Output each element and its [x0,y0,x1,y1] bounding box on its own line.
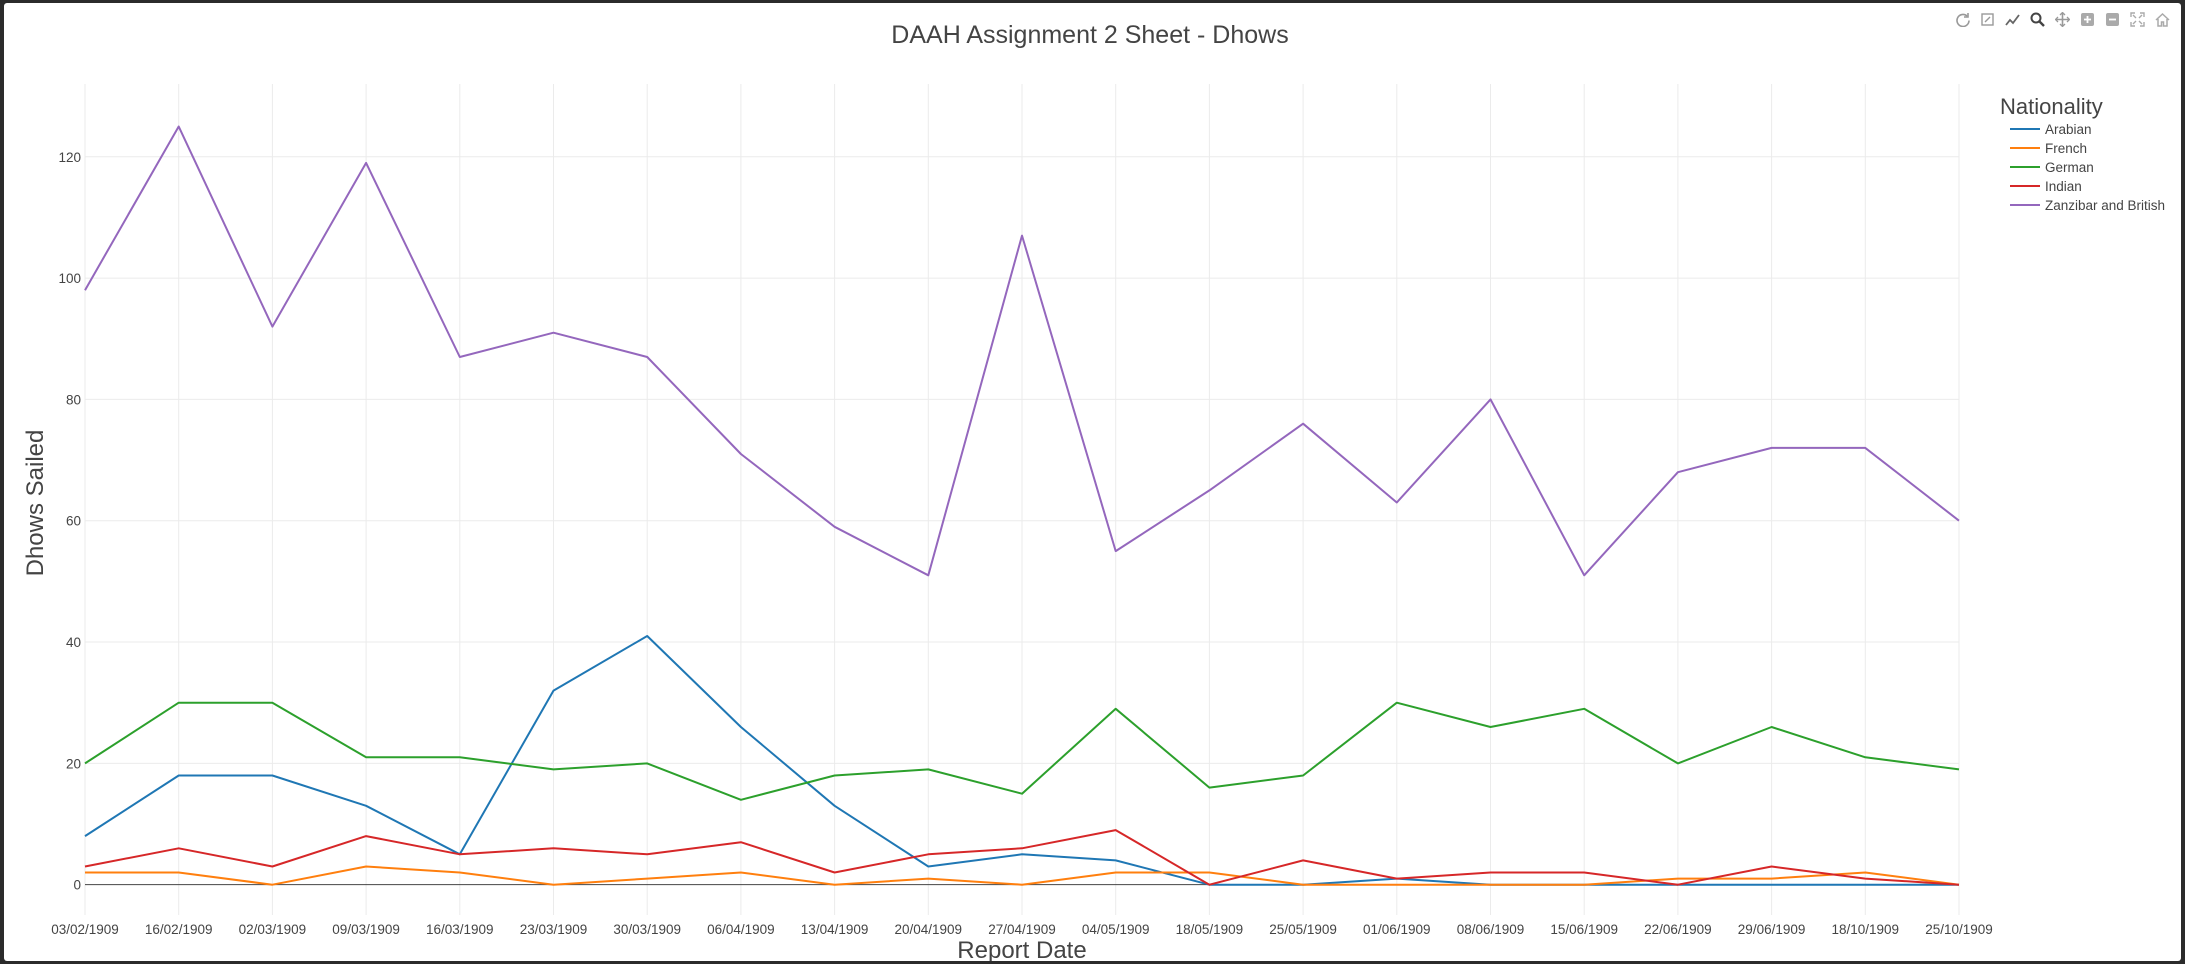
y-axis-title: Dhows Sailed [22,430,49,577]
x-tick-label: 16/02/1909 [145,922,213,937]
x-tick-label: 09/03/1909 [332,922,400,937]
x-tick-label: 03/02/1909 [51,922,119,937]
line-chart: 0 20 40 60 80 100 120 03/02/1909 16/02/1909 02/0… [22,21,2165,961]
y-tick-label: 0 [73,878,81,893]
x-tick-label: 08/06/1909 [1457,922,1525,937]
legend-label: Arabian [2045,122,2092,137]
series-line-indian[interactable] [84,829,1960,886]
legend-title: Nationality [2000,94,2103,119]
grid-lines [84,84,1960,915]
y-tick-label: 60 [66,514,81,529]
legend-item-german[interactable]: German [2010,160,2094,175]
pan-icon[interactable] [2052,10,2073,28]
x-tick-label: 13/04/1909 [801,922,869,937]
legend-item-zanzibar-and-british[interactable]: Zanzibar and British [2010,198,2165,213]
x-tick-label: 18/10/1909 [1832,922,1900,937]
chart-container: 0 20 40 60 80 100 120 03/02/1909 16/02/1909 02/0… [4,3,2181,961]
x-tick-label: 01/06/1909 [1363,922,1431,937]
legend-label: Indian [2045,179,2082,194]
y-tick-label: 20 [66,756,81,771]
chart-title: DAAH Assignment 2 Sheet - Dhows [891,21,1288,49]
legend-item-arabian[interactable]: Arabian [2010,122,2092,137]
x-tick-label: 02/03/1909 [239,922,307,937]
x-tick-label: 16/03/1909 [426,922,494,937]
zoom-icon[interactable] [2027,10,2048,28]
zoom-out-icon[interactable] [2102,10,2123,28]
x-tick-label: 25/10/1909 [1925,922,1993,937]
reset-axes-icon[interactable] [1952,10,1973,28]
legend-label: French [2045,141,2087,156]
legend-item-french[interactable]: French [2010,141,2087,156]
series-line-german[interactable] [84,701,1960,801]
x-tick-label: 20/04/1909 [895,922,963,937]
x-tick-label: 23/03/1909 [520,922,588,937]
x-tick-label: 25/05/1909 [1269,922,1337,937]
x-tick-label: 27/04/1909 [988,922,1056,937]
zoom-in-icon[interactable] [2077,10,2098,28]
y-tick-label: 80 [66,392,81,407]
series-lines[interactable] [84,125,1960,886]
y-tick-label: 100 [58,271,81,286]
x-tick-label: 22/06/1909 [1644,922,1712,937]
x-tick-label: 30/03/1909 [613,922,681,937]
y-tick-label: 120 [58,150,81,165]
legend-label: German [2045,160,2094,175]
modebar [1952,10,2173,28]
legend[interactable]: Nationality Arabian French German Indian Zan… [2000,94,2165,213]
compare-hover-icon[interactable] [2002,10,2023,28]
series-line-arabian[interactable] [84,635,1959,886]
x-tick-label: 18/05/1909 [1176,922,1244,937]
series-line-zanzibar-and-british[interactable] [84,125,1960,577]
x-axis-title: Report Date [957,937,1086,961]
x-axis-ticks: 03/02/1909 16/02/1909 02/03/1909 09/03/1909… [51,922,1993,937]
legend-label: Zanzibar and British [2045,198,2165,213]
legend-item-indian[interactable]: Indian [2010,179,2082,194]
x-tick-label: 06/04/1909 [707,922,775,937]
home-icon[interactable] [2152,10,2173,28]
x-tick-label: 29/06/1909 [1738,922,1806,937]
y-tick-label: 40 [66,635,81,650]
x-tick-label: 15/06/1909 [1550,922,1618,937]
autoscale-icon[interactable] [1977,10,1998,28]
y-axis-ticks: 0 20 40 60 80 100 120 [58,150,81,893]
fullscreen-icon[interactable] [2127,10,2148,28]
x-tick-label: 04/05/1909 [1082,922,1150,937]
